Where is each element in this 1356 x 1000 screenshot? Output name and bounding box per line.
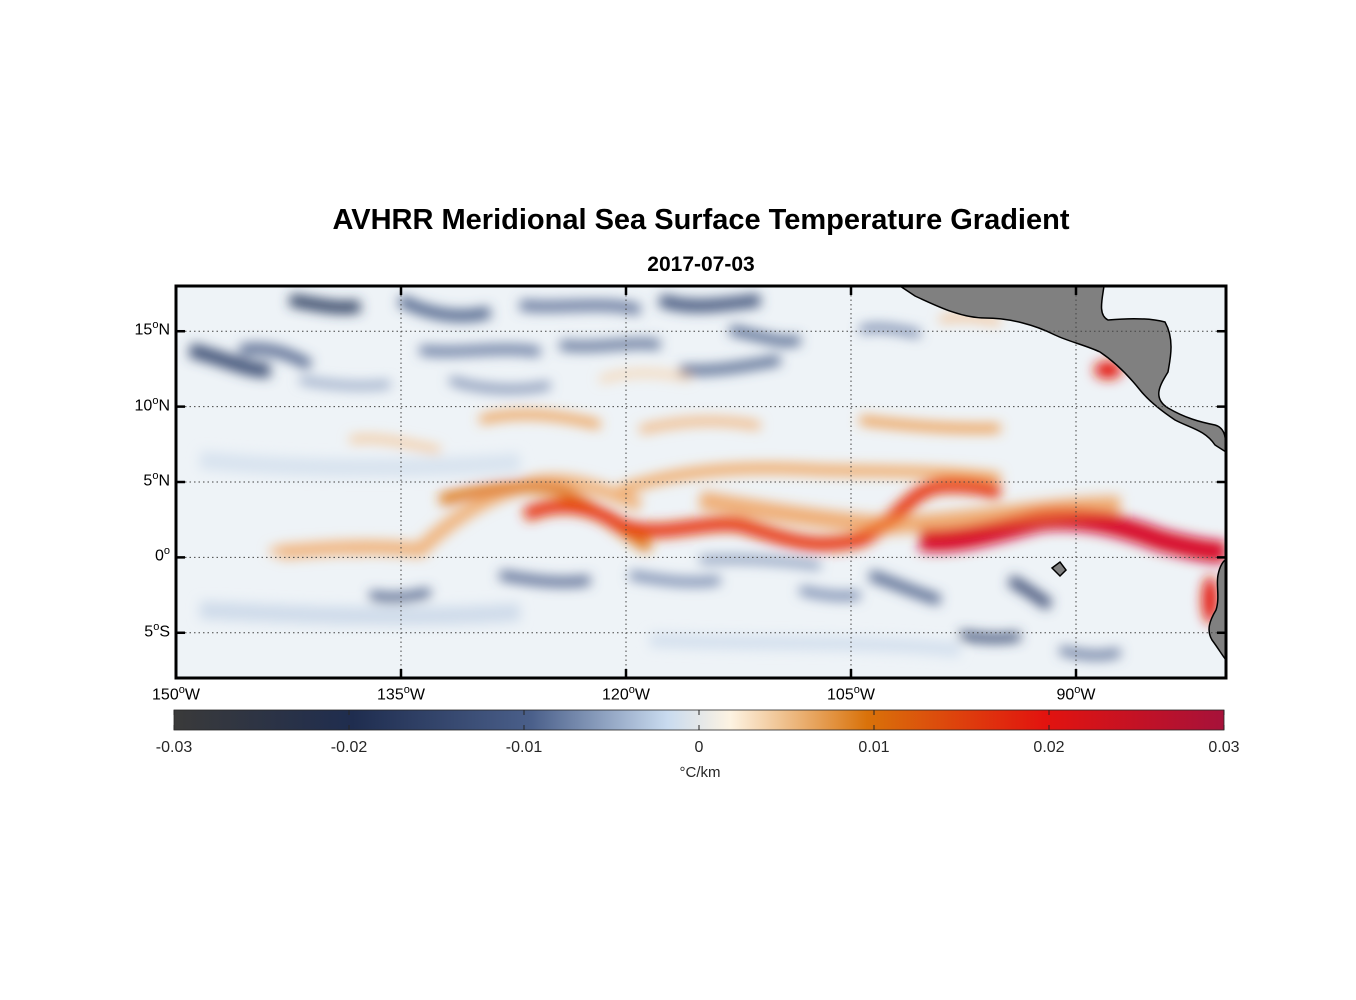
- front-band-east: [918, 507, 1226, 563]
- colorbar-tick-label: 0.01: [858, 739, 890, 756]
- y-tick-label: 5oN: [143, 470, 170, 490]
- y-tick-label: 0o: [154, 545, 170, 565]
- y-tick-label: 15oN: [134, 319, 170, 339]
- land: [898, 286, 1226, 662]
- x-tick-label: 105oW: [827, 684, 875, 704]
- colorbar-ticks: [173, 710, 1225, 730]
- y-tick-label: 5oS: [144, 620, 170, 641]
- front-band-east-halo: [698, 491, 1121, 535]
- south-america-land: [1208, 559, 1226, 662]
- x-tick-label: 135oW: [377, 684, 425, 704]
- colorbar-tick-label: 0.02: [1033, 739, 1065, 756]
- map-area: [176, 286, 1226, 678]
- x-tick-label: 90oW: [1056, 684, 1096, 704]
- colorbar-tick-label: -0.02: [330, 739, 368, 756]
- x-tick-label: 150oW: [152, 684, 200, 704]
- axis-ticks: [174, 286, 1226, 678]
- x-tick-label: 120oW: [602, 684, 650, 704]
- warm-patch-costa-rica: [1094, 361, 1122, 379]
- colorbar-tick-label: -0.01: [505, 739, 543, 756]
- colorbar-units: °C/km: [679, 764, 721, 781]
- gradient-field: [188, 294, 1226, 660]
- colorbar-tick-label: 0.03: [1208, 739, 1240, 756]
- colorbar-tick-label: -0.03: [155, 739, 193, 756]
- colorbar-tick-label: 0: [694, 739, 704, 756]
- front-band-upper: [618, 463, 1001, 495]
- chart-subtitle: 2017-07-03: [647, 253, 755, 276]
- central-america-land: [898, 286, 1226, 453]
- y-tick-label: 10oN: [134, 394, 170, 414]
- chart-title: AVHRR Meridional Sea Surface Temperature…: [332, 204, 1070, 236]
- galapagos-islands: [1050, 560, 1067, 578]
- front-band-core: [522, 478, 1002, 551]
